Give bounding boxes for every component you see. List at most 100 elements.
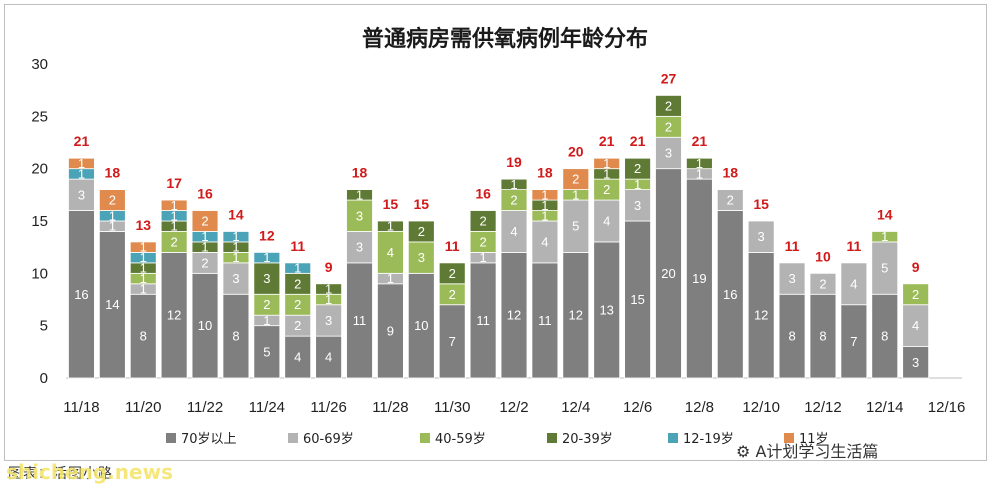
bar-segment — [346, 189, 373, 201]
bar-segment — [469, 210, 497, 232]
bar-segment — [284, 262, 312, 274]
segment-value-label: 1 — [78, 166, 85, 181]
x-tick-label: 12/4 — [561, 399, 590, 416]
segment-value-label: 1 — [109, 219, 116, 234]
y-tick-label: 25 — [31, 108, 48, 125]
bar-segment — [655, 168, 682, 379]
segment-value-label: 12 — [754, 308, 768, 323]
bar-segment — [871, 231, 899, 243]
segment-value-label: 2 — [294, 297, 301, 312]
bar-total-label: 11 — [846, 238, 861, 254]
bar-total-label: 18 — [352, 165, 368, 181]
legend-label: 60-69岁 — [303, 432, 354, 447]
bar-segment — [655, 95, 682, 117]
bar-segment — [222, 293, 250, 379]
segment-value-label: 3 — [232, 271, 239, 286]
segment-value-label: 11 — [353, 313, 367, 328]
bar-total-label: 11 — [785, 238, 800, 254]
bar-total-label: 19 — [506, 154, 522, 170]
bar-total-label: 10 — [815, 248, 831, 264]
bar-total-label: 9 — [325, 259, 333, 275]
segment-value-label: 1 — [479, 250, 486, 265]
segment-value-label: 2 — [479, 214, 486, 229]
segment-value-label: 3 — [356, 240, 363, 255]
x-tick-label: 11/18 — [63, 399, 99, 416]
bar-segment — [222, 262, 250, 295]
segment-value-label: 4 — [603, 214, 610, 229]
segment-value-label: 1 — [294, 261, 301, 276]
legend-label: 11岁 — [799, 432, 829, 447]
bar-segment — [624, 189, 651, 222]
segment-value-label: 9 — [387, 323, 394, 338]
bar-total-label: 18 — [105, 165, 121, 181]
segment-value-label: 3 — [356, 208, 363, 223]
bar-segment — [438, 262, 466, 285]
bar-segment — [377, 283, 404, 379]
bar-total-label: 11 — [290, 238, 305, 254]
segment-value-label: 1 — [541, 208, 548, 223]
x-tick-label: 11/24 — [249, 399, 285, 416]
segment-value-label: 8 — [788, 329, 795, 344]
segment-value-label: 1 — [541, 187, 548, 202]
bar-segment — [593, 241, 621, 379]
bar-total-label: 27 — [661, 70, 677, 86]
bar-segment — [407, 241, 435, 274]
bar-total-label: 21 — [630, 133, 646, 149]
segment-value-label: 2 — [294, 318, 301, 333]
segment-value-label: 3 — [263, 271, 270, 286]
segment-value-label: 1 — [140, 240, 147, 255]
bar-total-label: 14 — [228, 206, 244, 222]
segment-value-label: 1 — [171, 219, 178, 234]
x-tick-label: 11/22 — [187, 399, 223, 416]
bar-segment — [315, 335, 342, 379]
segment-value-label: 1 — [201, 240, 208, 255]
segment-value-label: 4 — [912, 318, 919, 333]
bar-total-label: 9 — [912, 259, 920, 275]
bar-total-label: 21 — [74, 133, 90, 149]
segment-value-label: 1 — [325, 282, 332, 297]
bar-segment — [253, 251, 281, 264]
segment-value-label: 16 — [74, 287, 88, 302]
bar-segment — [562, 251, 590, 379]
segment-value-label: 1 — [541, 198, 548, 213]
bar-segment — [593, 199, 621, 243]
bar-segment — [68, 157, 95, 170]
segment-value-label: 3 — [912, 355, 919, 370]
bar-segment — [68, 210, 95, 379]
segment-value-label: 1 — [696, 156, 703, 171]
y-tick-label: 20 — [31, 161, 48, 178]
bar-segment — [129, 293, 157, 379]
bar-total-label: 14 — [877, 206, 893, 222]
bar-segment — [840, 262, 868, 306]
bar-segment — [778, 293, 806, 379]
bar-segment — [191, 272, 219, 379]
segment-value-label: 4 — [541, 234, 548, 249]
segment-value-label: 2 — [510, 193, 517, 208]
segment-value-label: 1 — [171, 198, 178, 213]
legend-label: 70岁以上 — [181, 432, 237, 447]
bar-segment — [809, 272, 837, 295]
legend-swatch — [784, 433, 794, 443]
segment-value-label: 1 — [201, 229, 208, 244]
x-tick-label: 12/6 — [623, 399, 652, 416]
segment-value-label: 4 — [510, 224, 517, 239]
bar-segment — [191, 210, 219, 232]
bar-segment — [346, 231, 373, 264]
segment-value-label: 7 — [850, 334, 857, 349]
segment-value-label: 1 — [510, 177, 517, 192]
segment-value-label: 3 — [665, 145, 672, 160]
legend-swatch — [166, 433, 176, 443]
segment-value-label: 8 — [819, 329, 826, 344]
segment-value-label: 14 — [105, 297, 119, 312]
segment-value-label: 1 — [696, 166, 703, 181]
segment-value-label: 8 — [881, 329, 888, 344]
segment-value-label: 1 — [387, 271, 394, 286]
segment-value-label: 1 — [140, 261, 147, 276]
segment-value-label: 2 — [171, 234, 178, 249]
segment-value-label: 1 — [881, 229, 888, 244]
y-tick-label: 0 — [40, 370, 48, 387]
segment-value-label: 4 — [387, 245, 394, 260]
segment-value-label: 3 — [634, 198, 641, 213]
bar-segment — [346, 199, 373, 232]
